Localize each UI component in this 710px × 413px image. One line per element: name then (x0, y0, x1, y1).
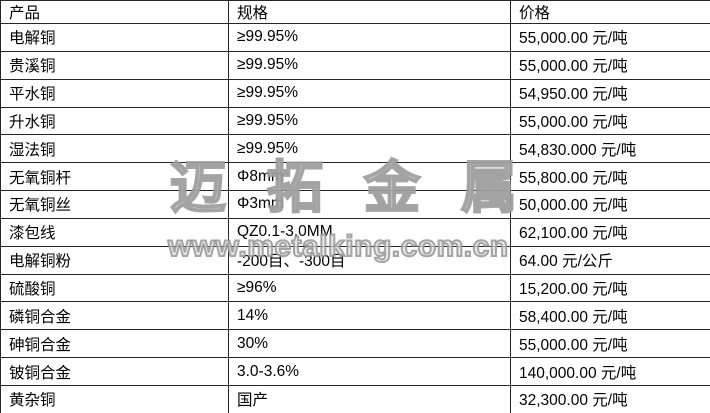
spec-cell: ≥99.95% (228, 50, 511, 80)
spec-cell: 国产 (228, 384, 511, 413)
table-row: 黄杂铜 国产 32,300.00 元/吨 (0, 384, 710, 413)
spec-cell: ≥96% (228, 273, 511, 303)
spec-cell: ≥99.95% (228, 78, 511, 108)
spec-cell: -200目、-300目 (228, 245, 511, 275)
product-cell: 贵溪铜 (0, 50, 229, 80)
column-header-spec: 规格 (228, 0, 511, 24)
column-header-price: 价格 (510, 0, 710, 24)
price-cell: 55,800.00 元/吨 (510, 162, 710, 192)
product-cell: 砷铜合金 (0, 329, 229, 359)
price-cell: 55,000.00 元/吨 (510, 329, 710, 359)
spec-cell: 14% (228, 301, 511, 331)
price-cell: 50,000.00 元/吨 (510, 190, 710, 219)
table-row: 升水铜 ≥99.95% 55,000.00 元/吨 (0, 106, 710, 136)
price-cell: 54,830.000 元/吨 (510, 134, 710, 164)
product-cell: 湿法铜 (0, 134, 229, 164)
table-row: 硫酸铜 ≥96% 15,200.00 元/吨 (0, 273, 710, 303)
product-cell: 电解铜粉 (0, 245, 229, 275)
product-cell: 升水铜 (0, 106, 229, 136)
price-cell: 62,100.00 元/吨 (510, 217, 710, 247)
spec-cell: Φ3mm (228, 190, 511, 219)
product-cell: 电解铜 (0, 23, 229, 52)
table-row: 磷铜合金 14% 58,400.00 元/吨 (0, 301, 710, 331)
table-row: 湿法铜 ≥99.95% 54,830.000 元/吨 (0, 134, 710, 164)
spec-cell: ≥99.95% (228, 134, 511, 164)
price-cell: 55,000.00 元/吨 (510, 50, 710, 80)
spec-cell: 3.0-3.6% (228, 357, 511, 386)
product-cell: 磷铜合金 (0, 301, 229, 331)
price-cell: 54,950.00 元/吨 (510, 78, 710, 108)
product-cell: 无氧铜杆 (0, 162, 229, 192)
product-cell: 漆包线 (0, 217, 229, 247)
table-row: 漆包线 QZ0.1-3.0MM 62,100.00 元/吨 (0, 217, 710, 247)
price-cell: 140,000.00 元/吨 (510, 357, 710, 386)
product-cell: 铍铜合金 (0, 357, 229, 386)
spec-cell: 30% (228, 329, 511, 359)
price-cell: 55,000.00 元/吨 (510, 106, 710, 136)
spec-cell: Φ8mm (228, 162, 511, 192)
table-body: 电解铜 ≥99.95% 55,000.00 元/吨 贵溪铜 ≥99.95% 55… (0, 23, 710, 413)
column-header-product: 产品 (0, 0, 229, 24)
table-row: 无氧铜丝 Φ3mm 50,000.00 元/吨 (0, 190, 710, 219)
table-row: 贵溪铜 ≥99.95% 55,000.00 元/吨 (0, 50, 710, 80)
spec-cell: QZ0.1-3.0MM (228, 217, 511, 247)
table-row: 电解铜 ≥99.95% 55,000.00 元/吨 (0, 23, 710, 52)
table-row: 无氧铜杆 Φ8mm 55,800.00 元/吨 (0, 162, 710, 192)
price-cell: 15,200.00 元/吨 (510, 273, 710, 303)
product-cell: 黄杂铜 (0, 384, 229, 413)
spec-cell: ≥99.95% (228, 106, 511, 136)
header-row: 产品 规格 价格 (0, 0, 710, 24)
table-row: 电解铜粉 -200目、-300目 64.00 元/公斤 (0, 245, 710, 275)
price-cell: 55,000.00 元/吨 (510, 23, 710, 52)
price-cell: 64.00 元/公斤 (510, 245, 710, 275)
product-cell: 无氧铜丝 (0, 190, 229, 219)
table-row: 平水铜 ≥99.95% 54,950.00 元/吨 (0, 78, 710, 108)
table-row: 砷铜合金 30% 55,000.00 元/吨 (0, 329, 710, 359)
spec-cell: ≥99.95% (228, 23, 511, 52)
product-cell: 硫酸铜 (0, 273, 229, 303)
product-cell: 平水铜 (0, 78, 229, 108)
price-cell: 58,400.00 元/吨 (510, 301, 710, 331)
table-row: 铍铜合金 3.0-3.6% 140,000.00 元/吨 (0, 357, 710, 386)
price-cell: 32,300.00 元/吨 (510, 384, 710, 413)
